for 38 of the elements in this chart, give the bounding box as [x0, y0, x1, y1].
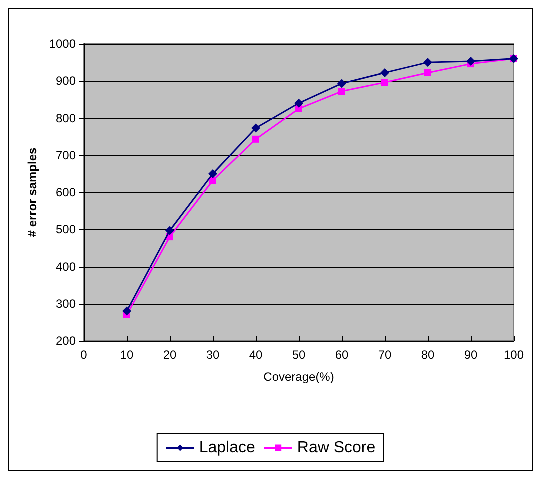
point: [424, 69, 432, 76]
point: [380, 68, 390, 78]
y-tick-label: 400: [56, 260, 76, 274]
y-tick-label: 800: [56, 111, 76, 126]
point: [466, 56, 476, 66]
legend-label: Raw Score: [297, 440, 376, 456]
y-tick-label: 500: [56, 222, 76, 237]
point: [122, 306, 132, 316]
x-tick-label: 40: [249, 348, 263, 362]
y-tick-label: 600: [56, 186, 76, 200]
point: [252, 124, 260, 133]
point: [338, 79, 346, 88]
y-tick-label: 900: [56, 74, 76, 88]
y-tick-label: 1000: [49, 37, 76, 51]
x-tick-label: 90: [464, 348, 478, 362]
point: [252, 136, 260, 143]
y-axis-title: # error samples: [25, 147, 40, 238]
x-tick-label: 50: [292, 348, 306, 362]
point: [294, 98, 304, 108]
y-tick-label: 200: [56, 334, 76, 348]
x-tick-label: 60: [335, 348, 349, 362]
x-tick-label: 80: [421, 348, 435, 362]
x-tick-label: 0: [80, 348, 88, 362]
point: [338, 88, 346, 96]
y-tick-label: 700: [56, 148, 76, 162]
x-tick-label: 10: [120, 348, 134, 362]
x-tick-label: 30: [206, 348, 220, 362]
x-tick-label: 70: [378, 348, 392, 362]
y-tick-label: 300: [56, 296, 76, 311]
x-axis-title: Coverage(%): [264, 370, 334, 384]
point: [208, 169, 218, 178]
point: [424, 58, 432, 68]
x-tick-label: 100: [504, 348, 524, 362]
point: [382, 79, 388, 86]
point: [166, 226, 174, 236]
point: [210, 177, 216, 184]
x-tick-label: 20: [163, 348, 177, 362]
legend-label: Laplace: [199, 440, 256, 456]
